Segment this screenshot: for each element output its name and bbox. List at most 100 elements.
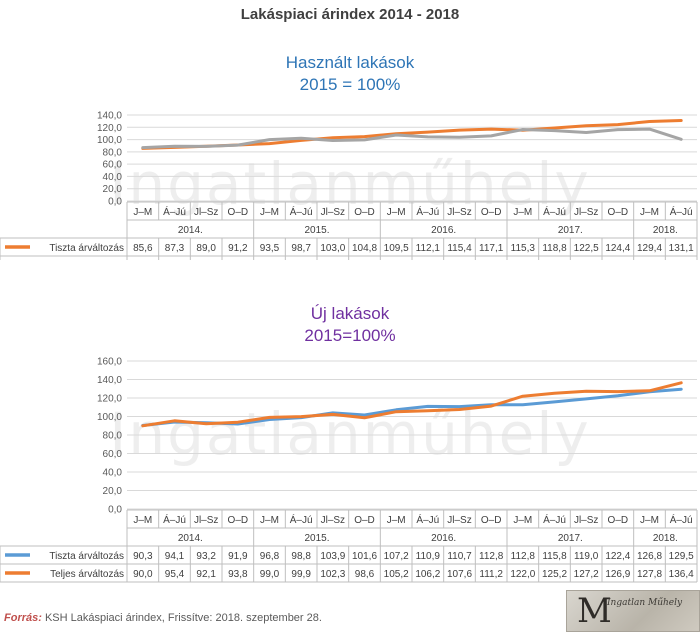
- c1-x-tick-label: Á–Jú: [163, 513, 186, 526]
- c0-data-label: 117,1: [479, 243, 504, 254]
- c1-y-tick-label: 100,0: [97, 412, 122, 423]
- c1-y-tick-label: 0,0: [108, 505, 122, 516]
- c0-data-label: 131,1: [669, 243, 694, 254]
- c0-x-tick-label: J–M: [260, 207, 279, 218]
- c0-year-label: 2017.: [558, 225, 583, 236]
- chart-title-used-main: Használt lakások: [285, 53, 415, 72]
- c1-data-label: 112,8: [511, 551, 536, 562]
- c0-x-tick-label: Á–Jú: [543, 205, 566, 218]
- c0-data-label: 129,4: [637, 243, 662, 254]
- c0-x-tick-label: Á–Jú: [416, 205, 439, 218]
- footer-source-label: Forrás:: [4, 612, 42, 624]
- c1-data-label: 94,1: [165, 551, 185, 562]
- chart-title-used-subtitle: 2015 = 100%: [299, 75, 401, 94]
- c1-x-tick-label: Jl–Sz: [574, 515, 598, 526]
- c0-data-label: 93,5: [260, 243, 280, 254]
- c1-y-tick-label: 60,0: [103, 449, 123, 460]
- logo-glyph-icon: M: [577, 591, 612, 631]
- c1-data-label: 106,2: [415, 569, 440, 580]
- chart-new-apartments: 0,0 20,0 40,0 60,0 80,0 100,0 120,0 140,0 160,0 J…: [0, 357, 698, 583]
- c1-x-tick-label: J–M: [640, 515, 659, 526]
- c1-x-tick-label: Jl–Sz: [321, 515, 345, 526]
- c1-series-line-1: [141, 381, 683, 428]
- c0-x-tick-label: J–M: [387, 207, 406, 218]
- footer-source: Forrás: KSH Lakáspiaci árindex, Frissítv…: [4, 612, 322, 624]
- c1-data-label: 110,7: [447, 551, 472, 562]
- c0-data-label: 115,3: [511, 243, 536, 254]
- c1-year-label: 2015.: [304, 533, 329, 544]
- c1-data-label: 95,4: [165, 569, 185, 580]
- c0-x-tick-label: O–D: [354, 207, 375, 218]
- c0-data-label: 118,8: [542, 243, 567, 254]
- c1-data-label: 112,8: [479, 551, 504, 562]
- chart-title-used: Használt lakások 2015 = 100%: [0, 52, 700, 96]
- c1-data-label: 90,0: [133, 569, 153, 580]
- c0-data-label: 98,7: [291, 243, 311, 254]
- c1-data-label: 115,8: [542, 551, 567, 562]
- c1-data-label: 92,1: [196, 569, 216, 580]
- c1-y-tick-label: 120,0: [97, 394, 122, 405]
- c0-y-tick-label: 0,0: [108, 197, 122, 208]
- c0-x-tick-label: O–D: [608, 207, 629, 218]
- c0-data-label: 124,4: [605, 243, 630, 254]
- c0-data-label: 89,0: [196, 243, 216, 254]
- c0-year-label: 2016.: [431, 225, 456, 236]
- c1-data-label: 126,9: [605, 569, 630, 580]
- c1-data-label: 129,5: [669, 551, 694, 562]
- c0-x-tick-label: O–D: [228, 207, 249, 218]
- c1-x-tick-label: J–M: [133, 515, 152, 526]
- c1-data-label: 122,0: [510, 569, 535, 580]
- c1-data-label: 107,2: [384, 551, 409, 562]
- c1-data-label: 99,9: [291, 569, 311, 580]
- c1-data-label: 93,2: [196, 551, 216, 562]
- c1-x-tick-label: Á–Jú: [290, 513, 313, 526]
- c1-data-label: 93,8: [228, 569, 248, 580]
- c0-data-label: 115,4: [447, 243, 472, 254]
- c1-x-tick-label: O–D: [228, 515, 249, 526]
- c0-x-tick-label: J–M: [640, 207, 659, 218]
- c0-year-label: 2018.: [653, 225, 678, 236]
- c1-data-label: 103,9: [320, 551, 345, 562]
- c1-y-tick-label: 140,0: [97, 375, 122, 386]
- c0-x-tick-label: Á–Jú: [290, 205, 313, 218]
- c0-data-label: 109,5: [384, 243, 409, 254]
- c1-data-label: 98,6: [355, 569, 375, 580]
- c0-year-label: 2014.: [178, 225, 203, 236]
- c0-data-label: 87,3: [165, 243, 185, 254]
- page-title: Lakáspiaci árindex 2014 - 2018: [240, 6, 460, 23]
- c0-y-tick-label: 80,0: [103, 147, 123, 158]
- c0-x-tick-label: Jl–Sz: [321, 207, 345, 218]
- c1-y-tick-label: 80,0: [103, 431, 123, 442]
- c0-x-tick-label: Á–Jú: [670, 205, 693, 218]
- c1-x-tick-label: O–D: [608, 515, 629, 526]
- c1-x-tick-label: Á–Jú: [416, 513, 439, 526]
- chart-title-new: Új lakások 2015=100%: [0, 303, 700, 347]
- logo-text: Ingatlan Műhely: [607, 598, 683, 608]
- c1-x-tick-label: Á–Jú: [543, 513, 566, 526]
- c1-data-label: 98,8: [291, 551, 311, 562]
- chart-title-new-main: Új lakások: [310, 304, 390, 323]
- c1-x-tick-label: J–M: [513, 515, 532, 526]
- c1-data-label: 122,4: [605, 551, 630, 562]
- c0-data-label: 103,0: [320, 243, 345, 254]
- c0-y-tick-label: 40,0: [103, 172, 123, 183]
- c0-y-tick-label: 100,0: [97, 135, 122, 146]
- c0-x-tick-label: Á–Jú: [163, 205, 186, 218]
- c0-y-tick-label: 120,0: [97, 123, 122, 134]
- c0-y-tick-label: 60,0: [103, 160, 123, 171]
- c0-data-label: 85,6: [133, 243, 153, 254]
- c1-year-label: 2018.: [653, 533, 678, 544]
- c1-x-tick-label: Jl–Sz: [194, 515, 218, 526]
- footer-source-text: KSH Lakáspiaci árindex, Frissítve: 2018.…: [44, 612, 322, 624]
- c1-y-tick-label: 40,0: [103, 468, 123, 479]
- c0-x-tick-label: J–M: [513, 207, 532, 218]
- c1-year-label: 2017.: [558, 533, 583, 544]
- c0-x-tick-label: Jl–Sz: [194, 207, 218, 218]
- c0-data-label: 112,1: [416, 243, 441, 254]
- c1-x-tick-label: J–M: [260, 515, 279, 526]
- c0-x-tick-label: J–M: [133, 207, 152, 218]
- c0-legend-label-0: Tiszta árváltozás: [49, 243, 124, 254]
- c1-data-label: 102,3: [320, 569, 345, 580]
- c1-data-label: 90,3: [133, 551, 153, 562]
